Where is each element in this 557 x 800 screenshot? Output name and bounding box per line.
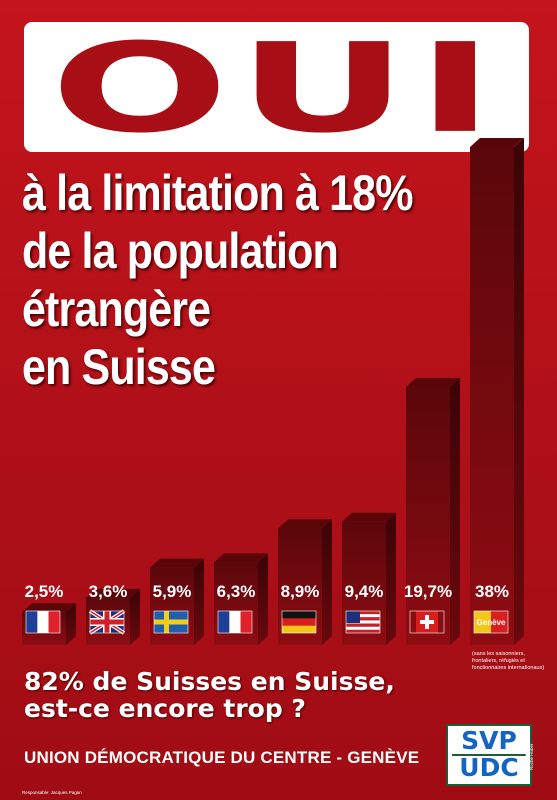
bar-side xyxy=(194,558,204,645)
bar-3 xyxy=(150,558,204,645)
logo-udc-text: UDC xyxy=(459,753,519,782)
uk-flag xyxy=(88,609,126,635)
bar-front xyxy=(406,386,450,645)
bar-7 xyxy=(406,377,460,645)
party-name: UNION DÉMOCRATIQUE DU CENTRE - GENÈVE xyxy=(24,748,420,767)
logo-divider xyxy=(452,754,526,756)
bar-top xyxy=(86,588,140,598)
credit-right: Impression: Roche Huber xyxy=(524,743,534,770)
france-flag xyxy=(25,610,61,634)
geneva-flag: Genève xyxy=(473,610,509,634)
bar-top xyxy=(150,558,204,568)
bar-side xyxy=(514,138,524,645)
bar-top xyxy=(342,512,396,522)
footnote: (sans les saisonniers, frontaliers, réfu… xyxy=(472,651,545,671)
headline: OUI xyxy=(50,17,503,161)
bar-top xyxy=(406,377,460,387)
subtitle-line: étrangère xyxy=(22,281,211,337)
bar-front xyxy=(470,147,514,645)
bar-side xyxy=(322,519,332,645)
bar-top xyxy=(278,519,332,529)
bar-top xyxy=(22,603,76,613)
sweden-flag xyxy=(153,610,189,634)
question-line: est-ce encore trop ? xyxy=(24,694,306,723)
swiss-flag xyxy=(409,610,445,634)
geneva-flag-label: Genève xyxy=(477,618,506,627)
bar-top xyxy=(470,138,524,147)
data-label: 38% xyxy=(475,582,509,601)
logo-svp-text: SVP xyxy=(461,726,517,755)
bar-front xyxy=(150,567,194,645)
subtitle-line: à la limitation à 18% xyxy=(22,165,413,221)
bar-8 xyxy=(470,138,524,645)
data-label: 3,6% xyxy=(89,582,128,601)
germany-flag xyxy=(281,610,317,634)
france-flag xyxy=(217,610,253,634)
data-label: 19,7% xyxy=(404,582,452,601)
data-label: 6,3% xyxy=(217,582,256,601)
bar-side xyxy=(258,553,268,645)
data-label: 8,9% xyxy=(281,582,320,601)
bar-side xyxy=(66,603,76,645)
question-line: 82% de Suisses en Suisse, xyxy=(24,667,395,696)
bar-side xyxy=(450,377,460,645)
subtitle: à la limitation à 18% de la population é… xyxy=(22,164,413,396)
bar-side xyxy=(130,588,140,645)
data-label: 9,4% xyxy=(345,582,384,601)
headline-box: OUI xyxy=(24,22,529,152)
bar-side xyxy=(386,512,396,645)
credit-left: Responsable: Jacques Pagan xyxy=(22,790,82,795)
data-label: 5,9% xyxy=(153,582,192,601)
bar-top xyxy=(214,553,268,563)
svp-udc-logo: SVP UDC xyxy=(446,724,532,786)
usa-flag xyxy=(345,610,381,634)
subtitle-line: en Suisse xyxy=(22,339,216,395)
question: 82% de Suisses en Suisse, est-ce encore … xyxy=(24,668,544,722)
subtitle-line: de la population xyxy=(22,223,339,279)
data-label: 2,5% xyxy=(25,582,64,601)
